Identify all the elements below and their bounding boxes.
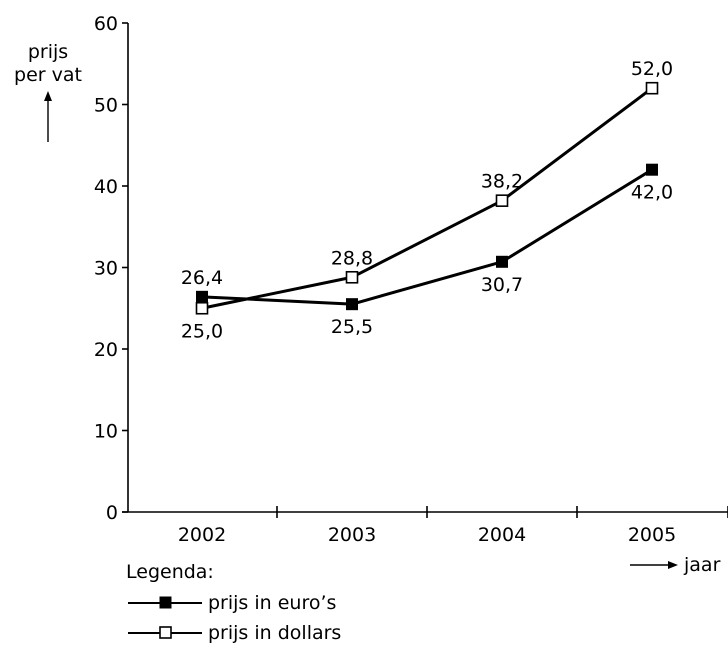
series-line-dollar bbox=[201, 86, 653, 310]
series-layer: 26,4 25,5 30,7 42,0 25,0 28,8 38,2 52,0 bbox=[181, 58, 673, 342]
legend-item-euro: prijs in euro’s bbox=[128, 592, 336, 614]
data-label-dollar: 38,2 bbox=[481, 171, 523, 193]
y-tick-label: 0 bbox=[106, 502, 118, 524]
x-tick-label: 2003 bbox=[328, 524, 376, 546]
y-axis-label-line-1: prijs bbox=[28, 41, 68, 63]
legend-marker-dollar bbox=[159, 626, 172, 639]
data-label-dollar: 28,8 bbox=[331, 247, 373, 269]
data-label-euro: 25,5 bbox=[331, 316, 373, 338]
x-tick-label: 2004 bbox=[478, 524, 526, 546]
series-line-euro bbox=[201, 168, 653, 306]
data-label-euro: 30,7 bbox=[481, 274, 523, 296]
data-point-dollar bbox=[645, 81, 659, 95]
data-point-dollar bbox=[345, 270, 359, 284]
y-tick-label: 50 bbox=[94, 95, 118, 117]
data-point-dollar bbox=[495, 194, 509, 207]
data-label-dollar: 52,0 bbox=[631, 58, 673, 80]
legend-marker-euro bbox=[159, 596, 172, 609]
data-point-dollar bbox=[195, 301, 209, 315]
x-axis-label: jaar bbox=[683, 554, 721, 576]
legend-title: Legenda: bbox=[126, 561, 214, 583]
x-ticks: 2002 2003 2004 2005 bbox=[178, 506, 728, 546]
legend-item-dollar: prijs in dollars bbox=[128, 622, 341, 644]
data-label-dollar: 25,0 bbox=[181, 320, 223, 342]
data-label-euro: 42,0 bbox=[631, 182, 673, 204]
data-point-euro bbox=[196, 290, 208, 303]
x-tick-label: 2005 bbox=[628, 524, 676, 546]
data-point-euro bbox=[646, 163, 658, 176]
legend-label-euro: prijs in euro’s bbox=[208, 592, 336, 614]
x-axis-arrow-icon bbox=[630, 561, 678, 569]
data-point-euro bbox=[346, 298, 358, 311]
data-point-euro bbox=[496, 255, 508, 268]
y-axis-label-line-2: per vat bbox=[14, 64, 82, 86]
y-tick-label: 10 bbox=[94, 421, 118, 443]
y-tick-label: 30 bbox=[94, 258, 118, 280]
y-tick-label: 40 bbox=[94, 176, 118, 198]
y-tick-label: 60 bbox=[94, 13, 118, 35]
data-label-euro: 26,4 bbox=[181, 267, 223, 289]
y-tick-label: 20 bbox=[94, 339, 118, 361]
x-tick-label: 2002 bbox=[178, 524, 226, 546]
y-ticks: 0 10 20 30 40 50 60 bbox=[94, 13, 128, 524]
y-axis-arrow-icon bbox=[44, 91, 52, 142]
legend-label-dollar: prijs in dollars bbox=[208, 622, 341, 644]
